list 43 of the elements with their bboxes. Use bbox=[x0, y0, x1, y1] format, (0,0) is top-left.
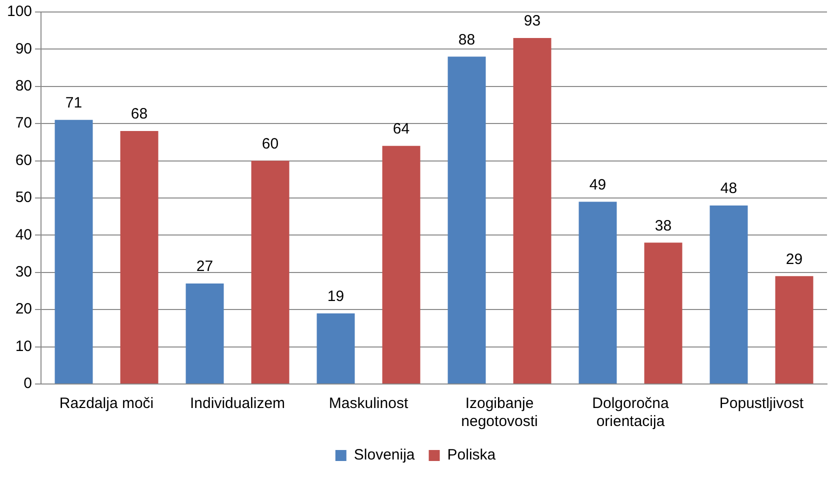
bar bbox=[775, 276, 814, 384]
bar bbox=[448, 56, 486, 384]
y-tick-label: 90 bbox=[15, 40, 32, 58]
data-label: 71 bbox=[65, 94, 82, 112]
bar bbox=[578, 202, 617, 384]
legend-label: Slovenija bbox=[354, 446, 416, 464]
bar bbox=[382, 146, 420, 384]
x-tick-label: Maskulinost bbox=[328, 395, 409, 412]
data-label: 60 bbox=[262, 135, 279, 152]
data-label: 48 bbox=[720, 180, 738, 198]
y-tick-label: 70 bbox=[15, 114, 32, 132]
data-label: 93 bbox=[524, 12, 541, 30]
y-tick-label: 100 bbox=[6, 3, 32, 20]
y-tick-label: 20 bbox=[15, 300, 32, 318]
x-tick-label: Popustljivost bbox=[719, 395, 804, 412]
bar bbox=[316, 313, 355, 384]
data-label: 88 bbox=[458, 31, 476, 48]
bar bbox=[120, 131, 158, 384]
data-label: 49 bbox=[589, 176, 606, 194]
y-tick-label: 0 bbox=[24, 375, 32, 392]
y-tick-label: 40 bbox=[15, 226, 32, 244]
y-tick-label: 50 bbox=[15, 189, 32, 206]
y-tick-label: 80 bbox=[15, 78, 32, 95]
data-label: 27 bbox=[196, 258, 214, 276]
x-tick-label: Individualizem bbox=[190, 395, 286, 412]
data-label: 29 bbox=[786, 250, 803, 268]
bar bbox=[710, 205, 748, 384]
bar bbox=[186, 284, 224, 384]
bar bbox=[251, 160, 290, 384]
data-label: 19 bbox=[327, 288, 344, 305]
y-tick-label: 10 bbox=[15, 338, 32, 355]
x-tick-label: Razdalja moči bbox=[59, 395, 154, 412]
bar bbox=[513, 38, 552, 384]
data-label: 68 bbox=[130, 106, 148, 123]
legend-label: Poliska bbox=[447, 446, 496, 464]
data-label: 64 bbox=[392, 120, 410, 138]
bar bbox=[54, 120, 93, 384]
x-tick-label: Izogibanje negotovosti bbox=[461, 395, 538, 430]
bar bbox=[644, 242, 682, 384]
y-tick-label: 30 bbox=[15, 264, 32, 281]
data-label: 38 bbox=[654, 217, 672, 234]
x-tick-label: Dolgoročna orientacija bbox=[592, 395, 670, 430]
y-tick-label: 60 bbox=[15, 152, 32, 169]
